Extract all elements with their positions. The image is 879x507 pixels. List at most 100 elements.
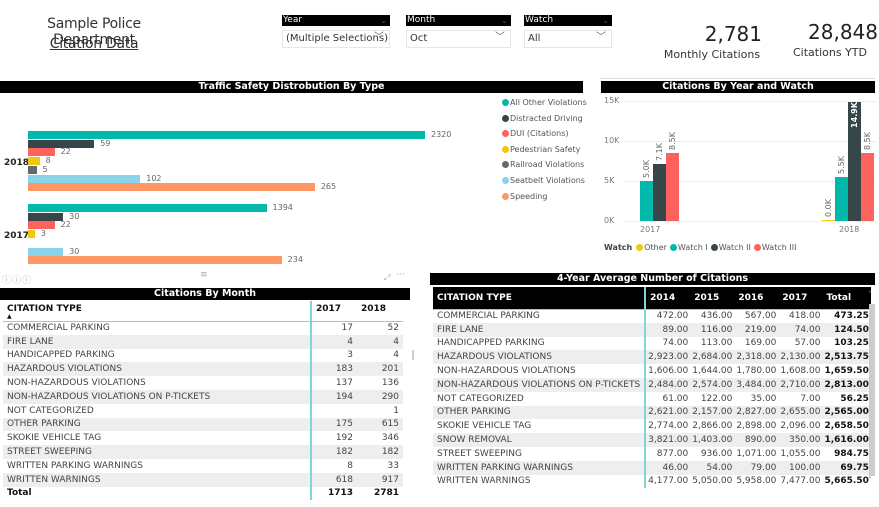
legend-item[interactable]: All Other Violations: [502, 98, 587, 107]
column-header-2015[interactable]: 2015: [690, 287, 735, 309]
scroll-up-icon[interactable]: ˄: [868, 290, 872, 299]
bar-distracted-driving-2018[interactable]: [28, 139, 95, 148]
table-row[interactable]: SNOW REMOVAL 3,821.00 1,403.00 890.00 350.00…: [433, 433, 871, 447]
legend-item[interactable]: DUI (Citations): [502, 129, 569, 138]
watch-dropdown[interactable]: All ﹀: [524, 30, 612, 48]
column-watch-iii-2018[interactable]: [861, 153, 874, 221]
column-header-2017[interactable]: 2017: [778, 287, 823, 309]
legend-item[interactable]: Seatbelt Violations: [502, 176, 585, 185]
column-header-2016[interactable]: 2016: [734, 287, 779, 309]
column-header-2017[interactable]: 2017: [316, 304, 342, 314]
chevron-down-icon[interactable]: ﹀: [596, 32, 606, 43]
table-row[interactable]: HANDICAPPED PARKING 74.00 113.00 169.00 57.0…: [433, 336, 871, 351]
table-row[interactable]: NOT CATEGORIZED 1: [3, 403, 403, 418]
column-watch-i-2017[interactable]: [640, 181, 653, 221]
traffic-safety-chart[interactable]: 2018 2320 59 22 8 5 102 265 2017 1394 30 22 3 30 234: [0, 95, 590, 270]
resize-handle[interactable]: [412, 350, 414, 360]
bar-pedestrian-safety-2017[interactable]: [28, 230, 35, 239]
bar-distracted-driving-2017[interactable]: [28, 212, 64, 221]
column-header-citation-type[interactable]: CITATION TYPE: [433, 287, 647, 309]
citations-by-month-table[interactable]: CITATION TYPE ▲ 2017 2018 COMMERCIAL PARK…: [3, 301, 403, 501]
bar-seatbelt-violations-2017[interactable]: [28, 247, 64, 256]
table-row[interactable]: WRITTEN PARKING WARNINGS 46.00 54.00 79.00 1…: [433, 460, 871, 475]
table-row[interactable]: NON-HAZARDOUS VIOLATIONS ON P-TICKETS 2,4…: [433, 377, 871, 392]
table-row[interactable]: OTHER PARKING 2,621.00 2,157.00 2,827.00 2,6…: [433, 405, 871, 420]
watch-chart-title: Citations By Year and Watch: [601, 81, 875, 93]
column-watch-ii-2018[interactable]: [848, 101, 861, 221]
value-cell: 2,710.00: [778, 377, 823, 392]
table-row[interactable]: COMMERCIAL PARKING 17 52: [3, 321, 403, 335]
table-row[interactable]: COMMERCIAL PARKING 472.00 436.00 567.00 418.…: [433, 309, 871, 323]
drill-icons[interactable]: ⓘⓘⓘ: [2, 276, 33, 286]
table-row[interactable]: NOT CATEGORIZED 61.00 122.00 35.00 7.00 56.25: [433, 391, 871, 406]
count-cell: 917: [357, 472, 403, 487]
watch-slicer[interactable]: Watch ⌄ All ﹀: [524, 15, 612, 48]
year-slicer[interactable]: Year ⌄ (Multiple Selections) ﹀: [282, 15, 390, 48]
month-slicer[interactable]: Month ⌄ Oct ﹀: [406, 15, 511, 48]
legend-label: Distracted Driving: [510, 113, 583, 123]
table-row[interactable]: NON-HAZARDOUS VIOLATIONS 137 136: [3, 376, 403, 390]
bar-speeding-2018[interactable]: [28, 183, 315, 192]
month-slicer-header: Month ⌄: [406, 15, 511, 26]
watch-legend: Watch Other Watch I Watch II Watch III: [604, 243, 799, 252]
legend-item[interactable]: Distracted Driving: [502, 114, 583, 123]
scroll-down-icon[interactable]: ˅: [868, 476, 872, 485]
table-row[interactable]: STREET SWEEPING 182 182: [3, 445, 403, 459]
year-watch-chart[interactable]: 0K 5K 10K 15K 2017 5.0K 7.1K 8.5K 2018 0.0K 5.5K 14…: [598, 95, 879, 260]
legend-item[interactable]: Other: [636, 243, 667, 252]
column-watch-iii-2017[interactable]: [666, 153, 679, 221]
legend-item[interactable]: Watch I: [669, 243, 708, 252]
column-other-2018[interactable]: [822, 220, 835, 221]
bar-dui-citations--2018[interactable]: [28, 148, 55, 157]
table-row[interactable]: NON-HAZARDOUS VIOLATIONS 1,606.00 1,644.00…: [433, 364, 871, 378]
column-header-total[interactable]: Total: [822, 287, 871, 309]
chevron-down-icon[interactable]: ﹀: [374, 32, 384, 43]
vertical-scrollbar[interactable]: ˄ ˅: [867, 288, 877, 498]
table-row[interactable]: NON-HAZARDOUS VIOLATIONS ON P-TICKETS 194…: [3, 389, 403, 404]
scrollbar-thumb[interactable]: [869, 304, 875, 476]
table-row[interactable]: SKOKIE VEHICLE TAG 2,774.00 2,866.00 2,898.…: [433, 419, 871, 434]
column-header-2014[interactable]: 2014: [645, 287, 691, 309]
bar-all-other-violations-2017[interactable]: [28, 204, 267, 212]
column-watch-i-2018[interactable]: [835, 177, 848, 221]
legend-item[interactable]: Pedestrian Safety: [502, 145, 580, 154]
count-cell: 182: [311, 445, 357, 459]
table-row[interactable]: HAZARDOUS VIOLATIONS 2,923.00 2,684.00 2,31…: [433, 350, 871, 365]
legend-item[interactable]: Watch III: [753, 243, 796, 252]
chevron-down-icon[interactable]: ﹀: [495, 32, 505, 43]
column-watch-ii-2017[interactable]: [653, 164, 666, 221]
column-header-2018[interactable]: 2018: [361, 304, 387, 314]
data-label: 30: [69, 211, 80, 221]
drag-handle-icon[interactable]: ≡: [200, 270, 208, 280]
bar-all-other-violations-2018[interactable]: [28, 131, 425, 139]
table-row[interactable]: HAZARDOUS VIOLATIONS 183 201: [3, 362, 403, 377]
year-dropdown[interactable]: (Multiple Selections) ﹀: [282, 30, 390, 48]
table-row[interactable]: WRITTEN PARKING WARNINGS 8 33: [3, 458, 403, 473]
table-row[interactable]: FIRE LANE 89.00 116.00 219.00 74.00 124.50: [433, 322, 871, 337]
table-row[interactable]: OTHER PARKING 175 615: [3, 417, 403, 432]
legend-item[interactable]: Railroad Violations: [502, 160, 584, 169]
bar-speeding-2017[interactable]: [28, 256, 282, 265]
month-dropdown-value: Oct: [410, 33, 428, 44]
legend-item[interactable]: Speeding: [502, 192, 547, 201]
citation-type-cell: COMMERCIAL PARKING: [3, 321, 312, 335]
legend-item[interactable]: Watch II: [710, 243, 751, 252]
legend-label: Pedestrian Safety: [510, 144, 581, 154]
column-header-citation-type[interactable]: CITATION TYPE ▲: [3, 301, 312, 321]
focus-mode-icon[interactable]: ⤢: [384, 273, 391, 282]
table-row[interactable]: WRITTEN WARNINGS 4,177.00 5,050.00 5,958.00…: [433, 474, 871, 489]
table-row[interactable]: STREET SWEEPING 877.00 936.00 1,071.00 1,055…: [433, 446, 871, 461]
table-row[interactable]: FIRE LANE 4 4: [3, 334, 403, 349]
table-row[interactable]: SKOKIE VEHICLE TAG 192 346: [3, 431, 403, 446]
value-cell: 122.00: [700, 393, 733, 404]
four-year-average-table[interactable]: CITATION TYPE 2014 2015 2016 2017 Total …: [433, 287, 871, 489]
bar-seatbelt-violations-2018[interactable]: [28, 174, 141, 183]
month-dropdown[interactable]: Oct ﹀: [406, 30, 511, 48]
table-row[interactable]: HANDICAPPED PARKING 3 4: [3, 348, 403, 363]
table-row[interactable]: WRITTEN WARNINGS 618 917: [3, 472, 403, 487]
more-options-icon[interactable]: ···: [396, 270, 405, 280]
bar-railroad-violations-2018[interactable]: [28, 165, 37, 174]
citation-type-cell: FIRE LANE: [433, 322, 647, 337]
bar-pedestrian-safety-2018[interactable]: [28, 157, 40, 166]
bar-dui-citations--2017[interactable]: [28, 221, 55, 230]
